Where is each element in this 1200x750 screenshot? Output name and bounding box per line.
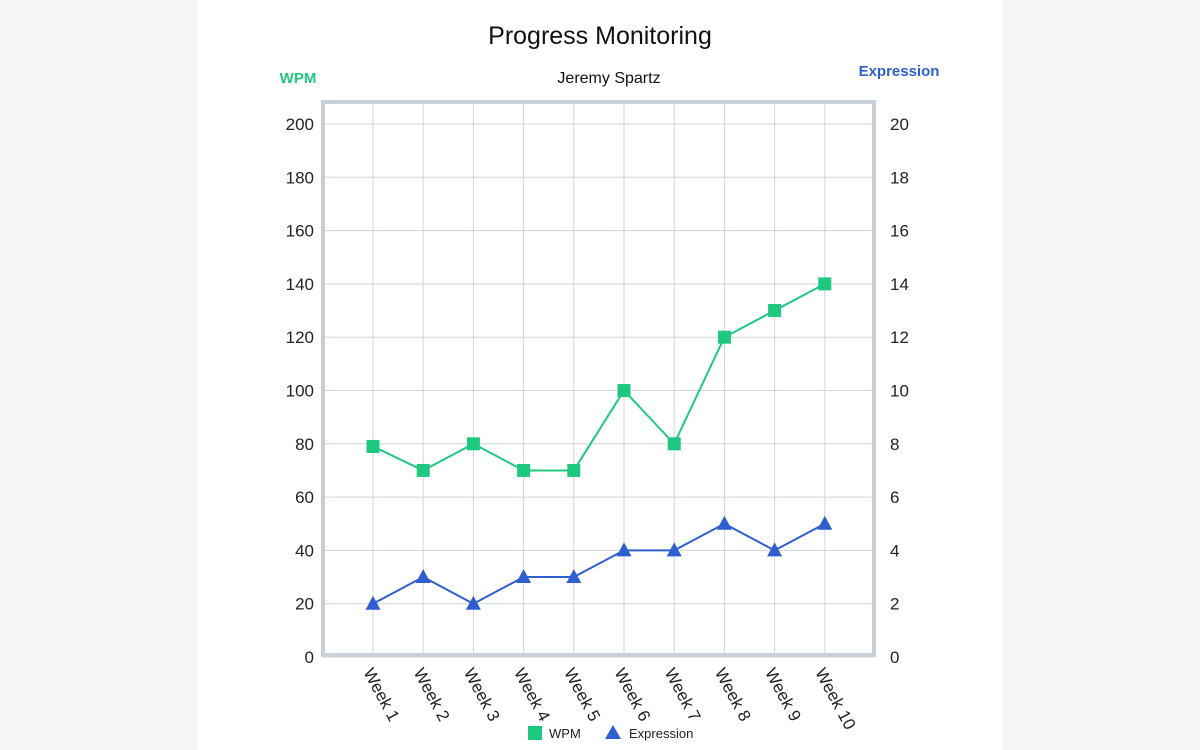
x-tick-label: Week 7 [661, 665, 705, 725]
y-left-tick-label: 40 [295, 541, 314, 560]
wpm-point [366, 439, 380, 453]
y-right-tick-label: 12 [890, 328, 909, 347]
chart-svg: Progress Monitoring Jeremy Spartz WPM Ex… [280, 22, 940, 741]
y-left-tick-label: 100 [286, 382, 314, 401]
chart-card: Progress Monitoring Jeremy Spartz WPM Ex… [198, 0, 1002, 750]
y-left-tick-label: 180 [286, 168, 314, 187]
y-axis-right-title: Expression [859, 63, 940, 80]
y-right-tick-label: 4 [890, 541, 899, 560]
expression-point [817, 515, 833, 530]
wpm-point [818, 277, 832, 291]
legend-expression-label: Expression [629, 726, 693, 741]
wpm-series-line [372, 283, 826, 472]
y-left-tick-label: 140 [286, 275, 314, 294]
grid-lines [323, 102, 874, 658]
x-tick-label: Week 6 [610, 665, 654, 725]
x-axis-ticks: Week 1 Week 2 Week 3 Week 4 Week 5 Week 6 Week… [359, 665, 859, 733]
wpm-point [717, 330, 731, 344]
expression-point [716, 515, 732, 530]
legend-wpm-label: WPM [549, 726, 581, 741]
y-left-tick-label: 60 [295, 488, 314, 507]
plot-frame [321, 100, 876, 657]
x-tick-label: Week 5 [560, 665, 604, 725]
y-right-tick-label: 0 [890, 648, 899, 667]
y-left-tick-label: 200 [286, 115, 314, 134]
expression-point [616, 542, 632, 557]
chart-subtitle: Jeremy Spartz [557, 70, 660, 87]
x-tick-label: Week 2 [410, 665, 454, 725]
y-axis-right-ticks: 0 2 4 6 8 10 12 14 16 18 20 [890, 115, 909, 667]
y-right-tick-label: 18 [890, 168, 909, 187]
y-right-tick-label: 16 [890, 222, 909, 241]
x-tick-label: Week 9 [761, 665, 805, 725]
y-right-tick-label: 10 [890, 382, 909, 401]
legend-wpm-swatch [528, 726, 542, 740]
expression-point [516, 569, 532, 584]
x-tick-label: Week 1 [359, 665, 403, 725]
wpm-point [768, 304, 782, 318]
y-axis-left-title: WPM [280, 70, 317, 87]
y-left-tick-label: 120 [286, 328, 314, 347]
expression-point [415, 569, 431, 584]
x-tick-label: Week 8 [711, 665, 755, 725]
chart-title: Progress Monitoring [488, 22, 712, 50]
legend: WPM Expression [528, 725, 693, 741]
expression-point [767, 542, 783, 557]
x-tick-label: Week 4 [510, 665, 554, 725]
x-tick-label: Week 10 [811, 665, 859, 733]
expression-point [566, 569, 582, 584]
wpm-point [416, 463, 430, 477]
y-left-tick-label: 0 [305, 648, 314, 667]
y-left-tick-label: 80 [295, 435, 314, 454]
y-left-tick-label: 20 [295, 595, 314, 614]
series-layer [365, 277, 833, 610]
y-right-tick-label: 2 [890, 595, 899, 614]
wpm-point [667, 437, 681, 451]
y-axis-left-ticks: 0 20 40 60 80 100 120 140 160 180 200 [286, 115, 314, 667]
y-right-tick-label: 20 [890, 115, 909, 134]
wpm-point [617, 384, 631, 397]
y-right-tick-label: 14 [890, 275, 909, 294]
expression-series-line [372, 522, 826, 605]
y-left-tick-label: 160 [286, 222, 314, 241]
y-right-tick-label: 6 [890, 488, 899, 507]
expression-point [365, 595, 381, 610]
wpm-point [517, 463, 531, 477]
expression-point [465, 595, 481, 610]
legend-expression-swatch [605, 725, 621, 739]
y-right-tick-label: 8 [890, 435, 899, 454]
x-tick-label: Week 3 [460, 665, 504, 725]
wpm-point [466, 437, 480, 451]
wpm-point [567, 463, 581, 477]
expression-point [666, 542, 682, 557]
